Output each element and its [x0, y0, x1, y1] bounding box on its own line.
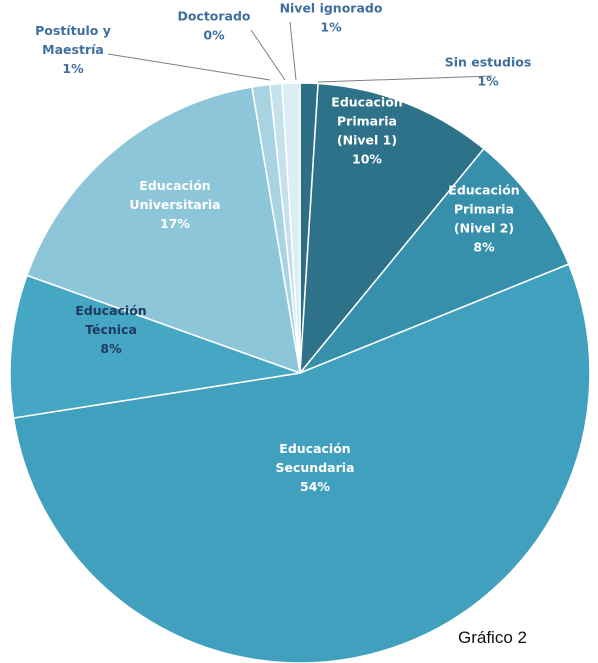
leader-line-7 [107, 53, 271, 81]
slice-label-5: Educación Técnica 8% [75, 303, 146, 356]
slice-label-9: Nivel ignorado 1% [280, 1, 383, 35]
chart-caption: Gráfico 2 [458, 628, 527, 647]
slice-label-2: Educación Primaria (Nivel 1) 10% [331, 95, 402, 167]
pie-slice-2 [299, 82, 485, 376]
slice-labels: Sin estudios 1% Educación Primaria (Nivel 1)… [35, 1, 531, 495]
leader-line-8 [250, 29, 286, 81]
leader-line-1 [317, 75, 493, 83]
slice-label-4: Educación Secundaria 54% [276, 441, 355, 494]
pie-slices [9, 82, 591, 663]
slice-label-3: Educación Primaria (Nivel 2) 8% [448, 183, 519, 255]
pie-slice-5 [9, 274, 301, 419]
pie-slice-4 [12, 263, 591, 663]
pie-slice-3 [299, 147, 570, 374]
slice-label-7: Postítulo y Maestría 1% [35, 23, 111, 76]
leader-lines [107, 21, 493, 83]
leader-line-9 [289, 21, 297, 81]
slice-label-6: Educación Universitaria 17% [129, 178, 220, 231]
slice-label-1: Sin estudios 1% [445, 55, 532, 89]
slice-label-8: Doctorado 0% [177, 9, 250, 43]
pie-slice-6 [25, 86, 301, 375]
pie-slice-9 [281, 82, 301, 374]
